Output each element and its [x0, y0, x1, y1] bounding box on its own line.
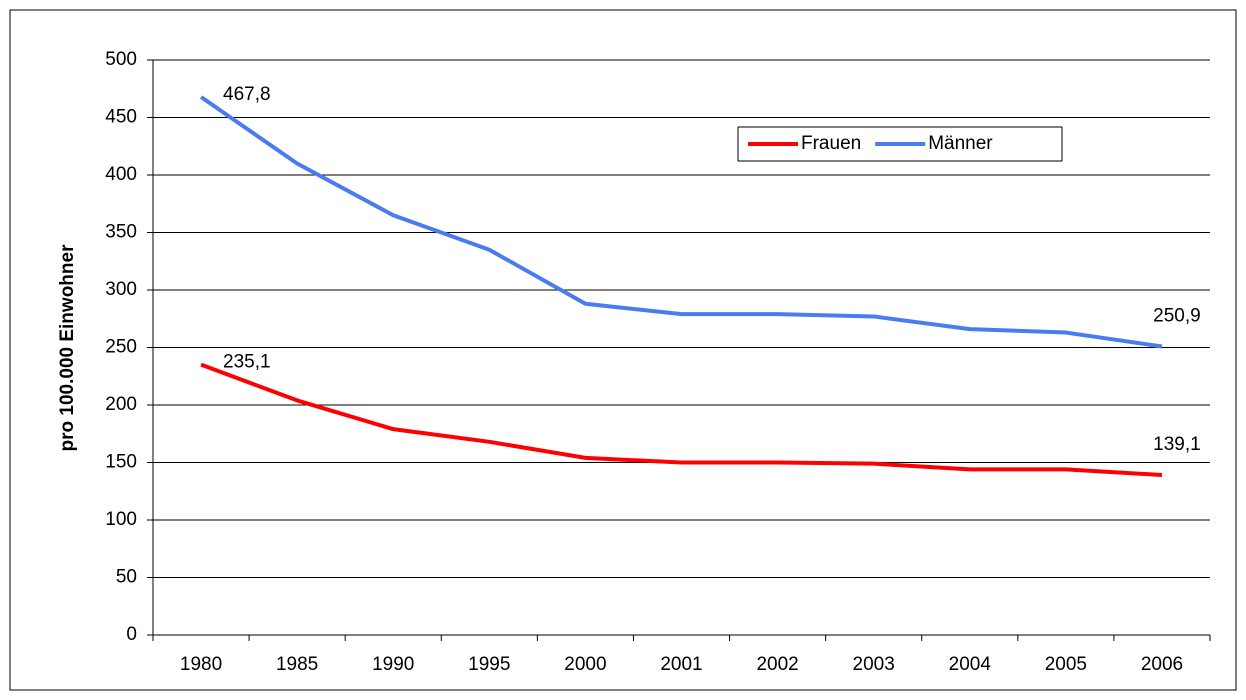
- y-tick-label: 300: [105, 279, 137, 300]
- x-tick-label: 2003: [853, 654, 895, 675]
- y-axis-label: pro 100.000 Einwohner: [57, 244, 78, 452]
- data-label: 139,1: [1153, 434, 1201, 455]
- x-tick-label: 1980: [180, 654, 222, 675]
- x-tick-label: 1985: [276, 654, 318, 675]
- y-tick-label: 400: [105, 164, 137, 185]
- y-tick-label: 450: [105, 107, 137, 128]
- data-label: 250,9: [1153, 305, 1201, 326]
- legend-label: Männer: [928, 133, 993, 154]
- x-tick-label: 2000: [564, 654, 606, 675]
- y-tick-label: 200: [105, 394, 137, 415]
- y-tick-label: 350: [105, 222, 137, 243]
- legend-label: Frauen: [801, 133, 861, 154]
- x-tick-label: 2004: [949, 654, 992, 675]
- y-tick-label: 100: [105, 509, 137, 530]
- y-tick-label: 250: [105, 337, 137, 358]
- data-label: 467,8: [223, 84, 271, 105]
- series-line: [200, 362, 1163, 478]
- y-tick-label: 50: [116, 567, 137, 588]
- y-tick-label: 500: [105, 49, 137, 70]
- x-tick-label: 1990: [372, 654, 414, 675]
- x-tick-label: 2002: [756, 654, 798, 675]
- data-label: 235,1: [223, 352, 271, 373]
- y-tick-label: 150: [105, 452, 137, 473]
- y-tick-label: 0: [126, 624, 137, 645]
- chart-frame: [9, 9, 1237, 691]
- x-tick-label: 2001: [660, 654, 702, 675]
- x-tick-label: 1995: [468, 654, 510, 675]
- x-tick-label: 2005: [1045, 654, 1087, 675]
- x-tick-label: 2006: [1141, 654, 1183, 675]
- series-line: [199, 95, 1163, 349]
